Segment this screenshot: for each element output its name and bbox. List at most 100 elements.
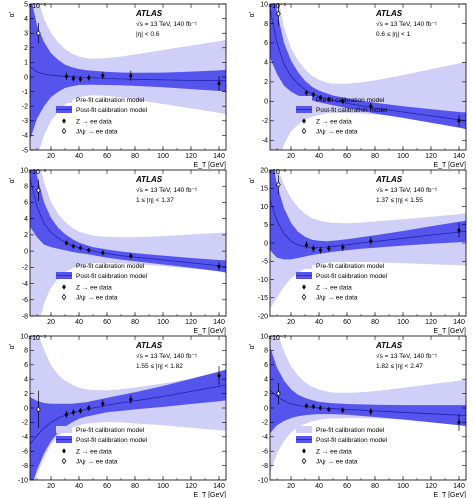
prefit-band bbox=[30, 170, 226, 316]
eta-label: 1.82 ≤ |η| < 2.47 bbox=[376, 363, 423, 370]
x-tick-label: 60 bbox=[103, 153, 111, 160]
zee-point bbox=[318, 405, 323, 411]
y-tick-label: 0 bbox=[264, 99, 268, 106]
zee-point bbox=[64, 73, 69, 79]
jpsi-point bbox=[276, 390, 281, 397]
legend: Pre-fit calibration model Post-fit calibr… bbox=[56, 96, 148, 135]
y-tick-label: -15 bbox=[258, 295, 268, 302]
y-tick-label: 2 bbox=[24, 391, 28, 398]
legend-jpsi-label: J/ψ → ee data bbox=[76, 128, 118, 135]
y-tick-label: -4 bbox=[22, 281, 28, 288]
x-tick-label: 120 bbox=[425, 153, 437, 160]
y-axis-label: α' bbox=[249, 344, 256, 349]
y-tick-label: 0 bbox=[24, 248, 28, 255]
legend-prefit-label: Pre-fit calibration model bbox=[76, 97, 145, 104]
y-tick-label: 10 bbox=[20, 167, 28, 174]
x-tick-label: 20 bbox=[287, 153, 295, 160]
legend: Pre-fit calibration model Post-fit calibr… bbox=[296, 96, 388, 135]
y-tick-label: 2 bbox=[264, 79, 268, 86]
y-tick-label: 8 bbox=[24, 184, 28, 191]
y-tick-label: 2 bbox=[24, 232, 28, 239]
legend-jpsi-marker bbox=[61, 127, 67, 135]
y-exponent: ×10⁻³ bbox=[268, 335, 287, 342]
legend-jpsi-label: J/ψ → ee data bbox=[316, 128, 358, 135]
x-tick-label: 140 bbox=[453, 319, 465, 326]
x-tick-label: 20 bbox=[287, 483, 295, 490]
energy-label: √s = 13 TeV, 140 fb⁻¹ bbox=[376, 352, 438, 360]
legend-prefit-label: Pre-fit calibration model bbox=[316, 97, 385, 104]
plot-area bbox=[30, 336, 226, 480]
x-tick-label: 80 bbox=[131, 153, 139, 160]
x-tick-label: 80 bbox=[131, 319, 139, 326]
legend-postfit-label: Post-fit calibration model bbox=[316, 437, 388, 444]
x-tick-label: 40 bbox=[315, 153, 323, 160]
x-tick-label: 40 bbox=[315, 483, 323, 490]
legend-postfit-label: Post-fit calibration model bbox=[316, 107, 388, 114]
legend-jpsi-marker bbox=[61, 293, 67, 301]
plot-area bbox=[270, 336, 466, 473]
x-tick-label: 120 bbox=[185, 319, 197, 326]
y-tick-label: -3 bbox=[22, 118, 28, 125]
postfit-center-line bbox=[270, 8, 466, 122]
x-tick-label: 100 bbox=[157, 153, 169, 160]
panel-frame bbox=[29, 169, 227, 317]
zee-point bbox=[71, 75, 76, 82]
y-tick-label: -6 bbox=[22, 297, 28, 304]
postfit-center-line bbox=[270, 199, 466, 248]
eta-label: 1.37 ≤ |η| < 1.55 bbox=[376, 197, 423, 204]
x-tick-label: 60 bbox=[103, 483, 111, 490]
y-tick-label: -8 bbox=[22, 313, 28, 320]
energy-label: √s = 13 TeV, 140 fb⁻¹ bbox=[376, 20, 438, 28]
legend: Pre-fit calibration model Post-fit calibr… bbox=[296, 262, 388, 301]
plot-area bbox=[270, 4, 466, 150]
y-tick-label: 6 bbox=[264, 362, 268, 369]
legend-zee-label: Z → ee data bbox=[76, 118, 112, 125]
x-tick-label: 40 bbox=[315, 319, 323, 326]
y-tick-label: 8 bbox=[264, 21, 268, 28]
y-axis-label: α' bbox=[249, 178, 256, 183]
x-tick-label: 120 bbox=[425, 319, 437, 326]
eta-label: 1.55 ≤ |η| < 1.82 bbox=[136, 363, 183, 370]
y-tick-label: 4 bbox=[24, 216, 28, 223]
panel-2: 20 40 60 80 100 120 140 -4 -2 0 2 4 6 8 10 ×10⁻³ α' E_T [… bbox=[249, 1, 467, 169]
zee-point bbox=[326, 406, 331, 413]
y-tick-label: -10 bbox=[258, 277, 268, 284]
legend-prefit-swatch bbox=[296, 96, 312, 103]
atlas-label: ATLAS bbox=[375, 175, 403, 184]
legend-jpsi-label: J/ψ → ee data bbox=[316, 294, 358, 301]
zee-point bbox=[326, 96, 331, 102]
zee-point bbox=[100, 250, 105, 256]
zee-point bbox=[368, 238, 373, 244]
legend-jpsi-marker bbox=[301, 127, 307, 135]
atlas-label: ATLAS bbox=[375, 9, 403, 18]
y-tick-label: -10 bbox=[258, 477, 268, 484]
y-exponent: ×10⁻³ bbox=[268, 3, 287, 10]
postfit-center-line bbox=[30, 66, 226, 82]
postfit-center-line bbox=[30, 384, 226, 445]
legend-jpsi-marker bbox=[61, 457, 67, 465]
zee-point bbox=[311, 403, 316, 410]
postfit-band bbox=[30, 170, 226, 273]
legend-prefit-swatch bbox=[56, 96, 72, 103]
y-tick-label: 6 bbox=[264, 40, 268, 47]
zee-point bbox=[86, 75, 91, 81]
zee-point bbox=[340, 98, 345, 104]
x-tick-label: 40 bbox=[75, 319, 83, 326]
y-tick-label: -2 bbox=[262, 420, 268, 427]
x-axis-label: E_T [GeV] bbox=[433, 162, 466, 169]
legend-prefit-label: Pre-fit calibration model bbox=[316, 263, 385, 270]
x-tick-label: 140 bbox=[453, 483, 465, 490]
x-axis-label: E_T [GeV] bbox=[433, 492, 466, 498]
zee-point bbox=[128, 396, 133, 402]
y-tick-label: 5 bbox=[24, 1, 28, 8]
legend-prefit-label: Pre-fit calibration model bbox=[76, 263, 145, 270]
legend-postfit-label: Post-fit calibration model bbox=[76, 107, 148, 114]
y-tick-label: 0 bbox=[24, 405, 28, 412]
postfit-band bbox=[30, 369, 226, 480]
y-tick-label: 0 bbox=[264, 240, 268, 247]
legend-jpsi-marker bbox=[301, 293, 307, 301]
zee-point bbox=[311, 91, 316, 98]
y-tick-label: 4 bbox=[264, 60, 268, 67]
energy-label: √s = 13 TeV, 140 fb⁻¹ bbox=[376, 186, 438, 194]
